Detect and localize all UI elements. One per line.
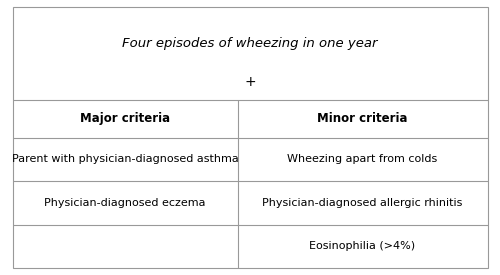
Text: Physician-diagnosed eczema: Physician-diagnosed eczema: [44, 198, 206, 208]
Text: Parent with physician-diagnosed asthma: Parent with physician-diagnosed asthma: [12, 154, 238, 164]
Text: Minor criteria: Minor criteria: [318, 112, 408, 125]
Text: Wheezing apart from colds: Wheezing apart from colds: [288, 154, 438, 164]
Text: Four episodes of wheezing in one year: Four episodes of wheezing in one year: [122, 37, 378, 51]
Text: +: +: [244, 76, 256, 89]
FancyBboxPatch shape: [12, 7, 488, 268]
Text: Physician-diagnosed allergic rhinitis: Physician-diagnosed allergic rhinitis: [262, 198, 462, 208]
Text: Major criteria: Major criteria: [80, 112, 170, 125]
Text: Eosinophilia (>4%): Eosinophilia (>4%): [310, 241, 416, 251]
